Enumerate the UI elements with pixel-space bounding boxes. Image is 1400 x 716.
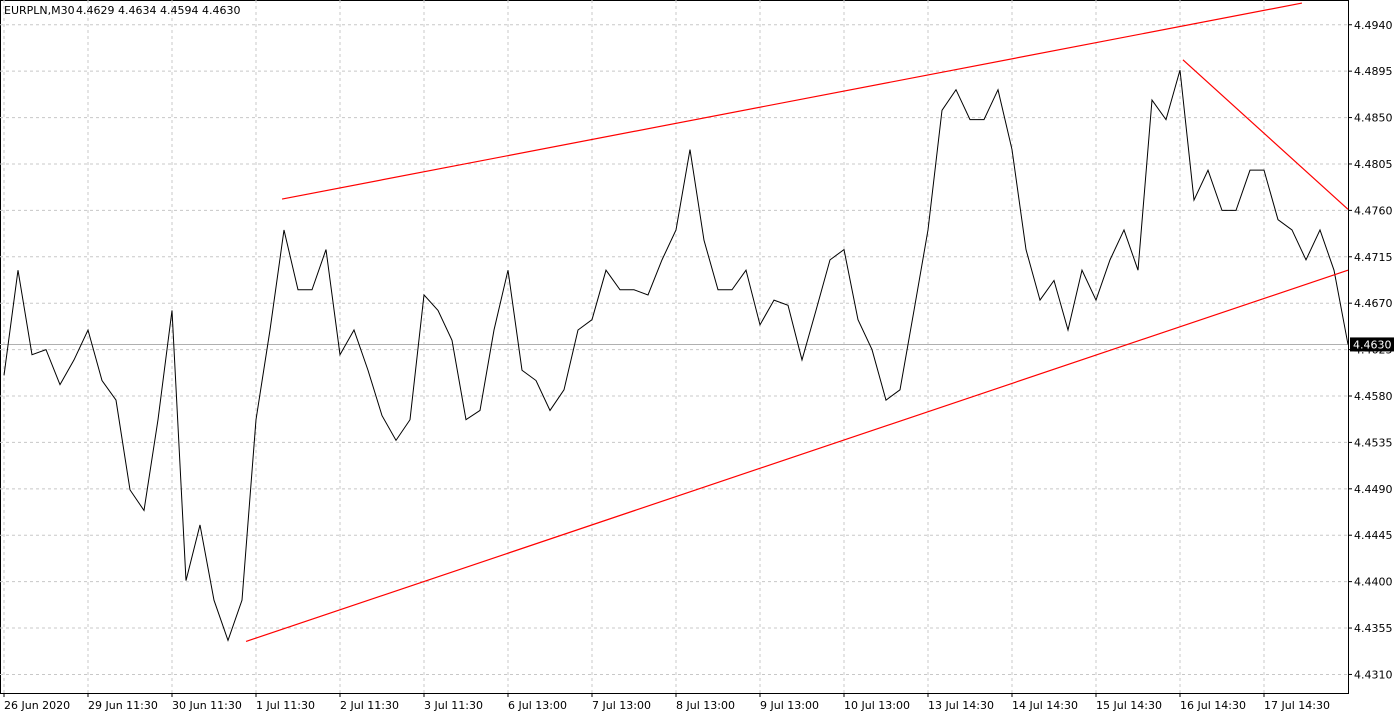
x-tick-label: 29 Jun 11:30: [88, 699, 158, 712]
y-tick-label: 4.4760: [1354, 204, 1393, 217]
y-tick-label: 4.4535: [1354, 436, 1393, 449]
trendline: [281, 2, 1303, 200]
y-tick-label: 4.4805: [1354, 158, 1393, 171]
x-tick-label: 2 Jul 11:30: [340, 699, 399, 712]
y-tick-label: 4.4355: [1354, 622, 1393, 635]
trendline: [245, 269, 1349, 643]
quote: 4.4629 4.4634 4.4594 4.4630: [76, 4, 240, 17]
plot-frame: [0, 0, 1349, 694]
y-tick-label: 4.4850: [1354, 112, 1393, 125]
y-tick-label: 4.4490: [1354, 483, 1393, 496]
current-price-tag: [1350, 337, 1394, 352]
x-tick-label: 17 Jul 14:30: [1264, 699, 1330, 712]
trendline: [1182, 59, 1349, 210]
x-tick-label: 13 Jul 14:30: [928, 699, 994, 712]
price-line: [3, 69, 1349, 642]
x-tick-label: 6 Jul 13:00: [508, 699, 567, 712]
y-tick-label: 4.4940: [1354, 19, 1393, 32]
x-tick-label: 15 Jul 14:30: [1096, 699, 1162, 712]
y-tick-label: 4.4400: [1354, 576, 1393, 589]
x-tick-label: 9 Jul 13:00: [760, 699, 819, 712]
x-tick-label: 14 Jul 14:30: [1012, 699, 1078, 712]
x-tick-label: 1 Jul 11:30: [256, 699, 315, 712]
x-tick-label: 7 Jul 13:00: [592, 699, 651, 712]
x-tick-label: 30 Jun 11:30: [172, 699, 242, 712]
y-tick-label: 4.4310: [1354, 668, 1393, 681]
y-tick-label: 4.4715: [1354, 251, 1393, 264]
x-tick-label: 3 Jul 11:30: [424, 699, 483, 712]
x-tick-label: 10 Jul 13:00: [844, 699, 910, 712]
y-tick-label: 4.4895: [1354, 65, 1393, 78]
y-tick-label: 4.4445: [1354, 529, 1393, 542]
x-tick-label: 26 Jun 2020: [4, 699, 70, 712]
x-tick-label: 16 Jul 14:30: [1180, 699, 1246, 712]
y-tick-label: 4.4670: [1354, 297, 1393, 310]
y-tick-label: 4.4580: [1354, 390, 1393, 403]
x-tick-label: 8 Jul 13:00: [676, 699, 735, 712]
current-price-label: 4.4630: [1353, 338, 1392, 351]
symbol: EURPLN,M30: [4, 4, 75, 17]
